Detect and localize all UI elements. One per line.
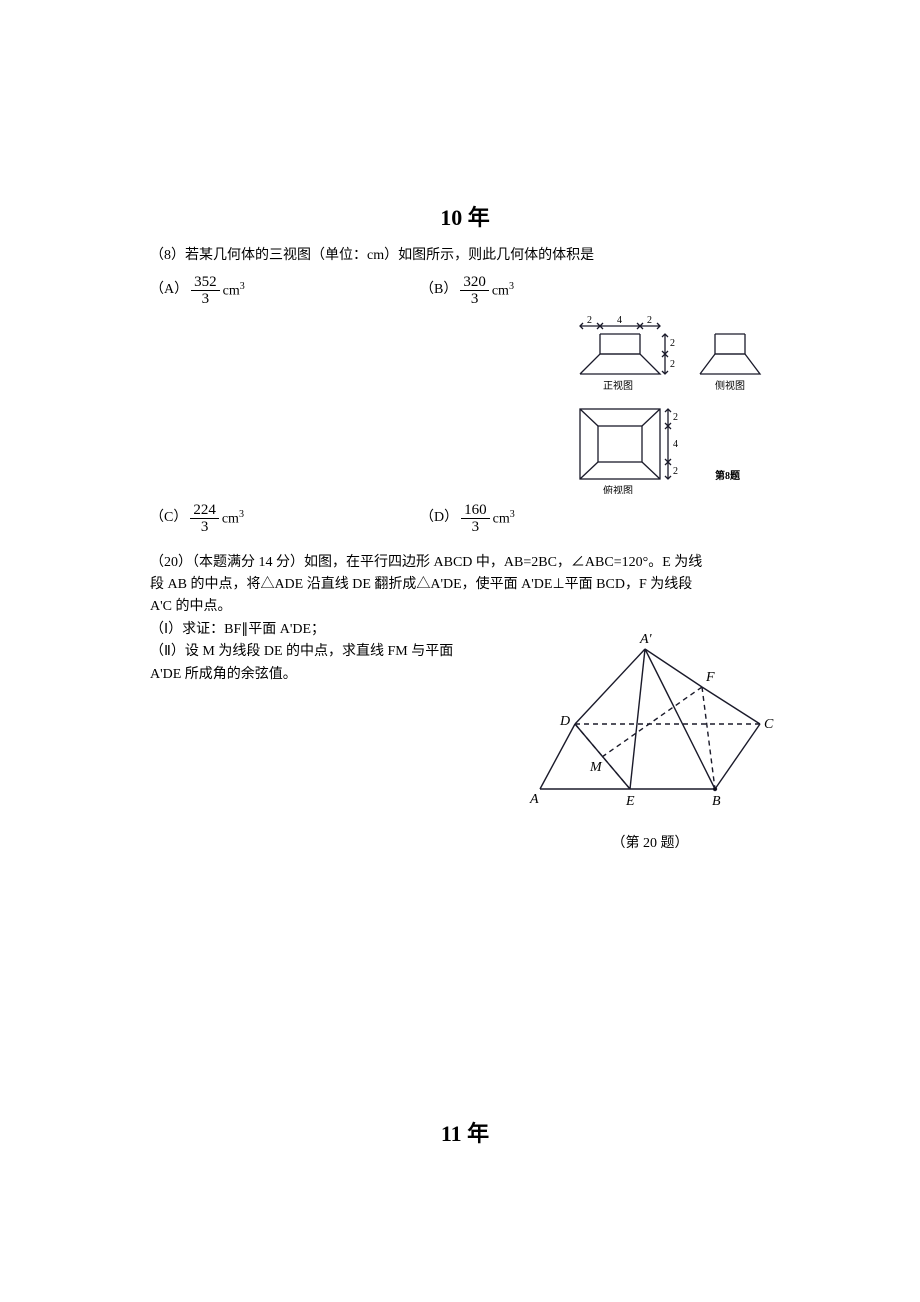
svg-text:2: 2 (670, 338, 675, 349)
svg-text:4: 4 (673, 439, 678, 450)
svg-text:2: 2 (670, 359, 675, 370)
year-11-header: 11 年 (150, 1116, 780, 1151)
option-d-label: （D） (420, 507, 458, 529)
option-c-label: （C） (150, 507, 187, 529)
q8-option-b: （B） 320 3 cm3 (420, 274, 514, 308)
option-c-fraction: 224 3 (190, 502, 219, 536)
svg-text:2: 2 (587, 315, 592, 326)
frac-num: 320 (460, 274, 489, 292)
frac-num: 224 (190, 502, 219, 520)
svg-text:正视图: 正视图 (603, 379, 633, 392)
svg-text:俯视图: 俯视图 (603, 484, 633, 494)
svg-text:2: 2 (673, 466, 678, 477)
svg-text:4: 4 (617, 315, 622, 326)
q8-option-a: （A） 352 3 cm3 (150, 274, 420, 308)
svg-text:E: E (625, 794, 635, 809)
three-views-figure: 2 4 2 2 2 2 4 2 正视图 侧视图 俯视图 第8题 (570, 314, 780, 494)
q20-block: （20）（本题满分 14 分）如图，在平行四边形 ABCD 中，AB=2BC，∠… (150, 552, 780, 856)
option-b-label: （B） (420, 279, 457, 301)
svg-text:M: M (589, 760, 603, 775)
option-a-unit: cm3 (223, 279, 245, 303)
q20-stem-line1: （20）（本题满分 14 分）如图，在平行四边形 ABCD 中，AB=2BC，∠… (150, 552, 780, 574)
q8-option-d: （D） 160 3 cm3 (420, 502, 515, 536)
option-a-label: （A） (150, 279, 188, 301)
q8-option-c: （C） 224 3 cm3 (150, 502, 420, 536)
svg-text:A: A (529, 792, 539, 807)
svg-text:A': A' (639, 632, 653, 647)
svg-text:2: 2 (647, 315, 652, 326)
svg-text:第8题: 第8题 (715, 469, 741, 482)
svg-text:D: D (559, 714, 570, 729)
frac-num: 352 (191, 274, 220, 292)
q20-stem-line2: 段 AB 的中点，将△ADE 沿直线 DE 翻折成△A'DE，使平面 A'DE⊥… (150, 574, 780, 596)
option-a-fraction: 352 3 (191, 274, 220, 308)
q20-figure-caption: （第 20 题） (520, 833, 780, 855)
option-b-unit: cm3 (492, 279, 514, 303)
year-10-header: 10 年 (150, 200, 780, 235)
svg-text:F: F (705, 670, 715, 685)
svg-text:B: B (712, 794, 721, 809)
svg-text:2: 2 (673, 412, 678, 423)
option-d-unit: cm3 (493, 507, 515, 531)
q8-options-ab: （A） 352 3 cm3 （B） 320 3 cm3 (150, 274, 780, 308)
q8-stem: （8）若某几何体的三视图（单位：cm）如图所示，则此几何体的体积是 (150, 245, 780, 267)
frac-den: 3 (469, 519, 483, 536)
q20-stem-line3: A'C 的中点。 (150, 596, 780, 618)
svg-text:C: C (764, 717, 774, 732)
option-d-fraction: 160 3 (461, 502, 490, 536)
q8-options-cd: （C） 224 3 cm3 （D） 160 3 cm3 (150, 502, 780, 536)
frac-den: 3 (199, 291, 213, 308)
frac-den: 3 (198, 519, 212, 536)
q20-geometry-figure: A' A B C D E F M (520, 629, 780, 819)
frac-den: 3 (468, 291, 482, 308)
option-b-fraction: 320 3 (460, 274, 489, 308)
frac-num: 160 (461, 502, 490, 520)
q20-part2-line2: A'DE 所成角的余弦值。 (150, 664, 510, 686)
q20-part2-line1: （Ⅱ）设 M 为线段 DE 的中点，求直线 FM 与平面 (150, 641, 510, 663)
option-c-unit: cm3 (222, 507, 244, 531)
svg-text:侧视图: 侧视图 (715, 379, 745, 392)
q20-part1: （Ⅰ）求证：BF∥平面 A'DE； (150, 619, 510, 641)
